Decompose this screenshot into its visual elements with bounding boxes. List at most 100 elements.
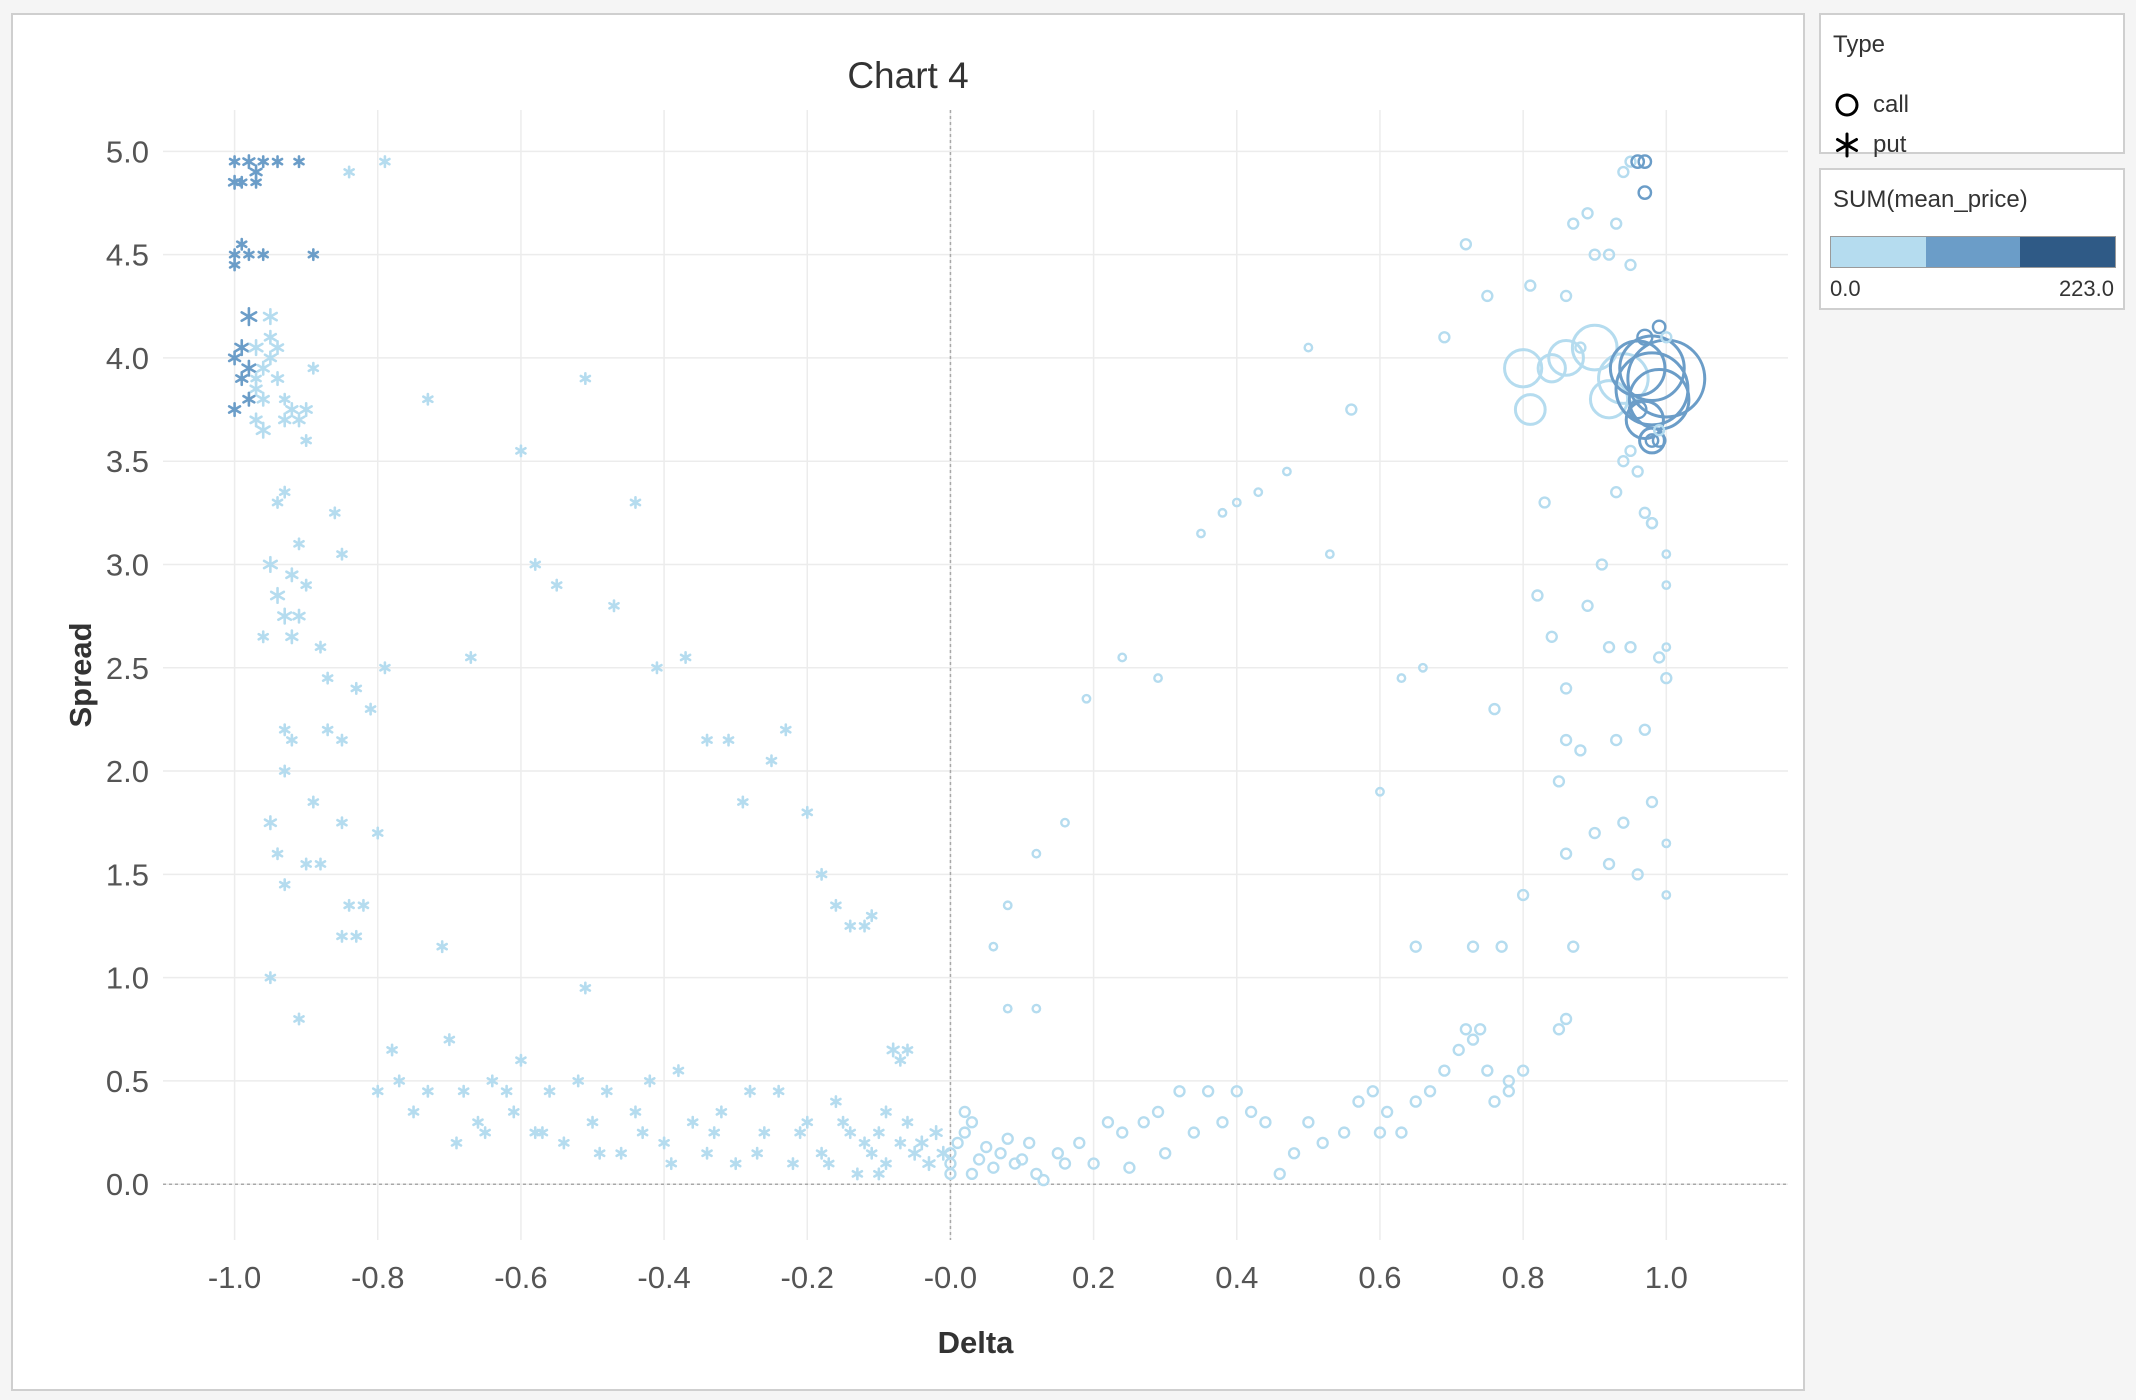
data-point-call bbox=[987, 1161, 1000, 1174]
data-point-put bbox=[586, 1115, 599, 1129]
data-point-put bbox=[371, 1084, 384, 1098]
data-point-put bbox=[679, 650, 692, 664]
data-point-put bbox=[536, 1126, 549, 1140]
data-point-put bbox=[329, 506, 341, 520]
data-point-call bbox=[1302, 1116, 1315, 1129]
data-point-put bbox=[242, 154, 256, 170]
data-point-put bbox=[915, 1135, 929, 1151]
data-point-call bbox=[1001, 1132, 1014, 1145]
data-point-put bbox=[364, 702, 377, 716]
data-point-put bbox=[658, 1136, 670, 1150]
data-point-call bbox=[1216, 1116, 1229, 1129]
data-point-call bbox=[1488, 1095, 1501, 1108]
data-point-put bbox=[240, 306, 258, 327]
data-point-put bbox=[422, 392, 434, 406]
y-tick-label: 1.0 bbox=[106, 961, 149, 996]
data-point-call bbox=[1481, 1064, 1494, 1077]
data-point-call bbox=[1661, 549, 1672, 560]
data-point-call bbox=[1559, 682, 1573, 695]
data-point-call bbox=[994, 1147, 1007, 1160]
data-point-put bbox=[357, 898, 370, 912]
data-point-call bbox=[1281, 466, 1292, 477]
chart-title: Chart 4 bbox=[847, 55, 969, 96]
data-point-call bbox=[1396, 673, 1407, 684]
data-point-call bbox=[951, 1136, 964, 1150]
data-point-put bbox=[386, 1043, 398, 1057]
data-point-put bbox=[255, 421, 271, 439]
data-point-call bbox=[1196, 528, 1206, 539]
data-point-put bbox=[285, 567, 299, 583]
data-point-put bbox=[257, 248, 270, 262]
data-point-put bbox=[515, 444, 527, 458]
data-point-call bbox=[1617, 165, 1630, 179]
data-point-call bbox=[1503, 348, 1544, 389]
data-point-call bbox=[1559, 289, 1573, 303]
data-point-put bbox=[248, 338, 264, 357]
data-point-call bbox=[988, 941, 999, 952]
data-point-call bbox=[1031, 1003, 1042, 1014]
data-point-call bbox=[1652, 424, 1666, 437]
data-point-call bbox=[1638, 723, 1651, 736]
data-point-call bbox=[1459, 1023, 1473, 1036]
data-point-put bbox=[235, 371, 249, 387]
scatter-plot[interactable]: -1.0 -0.8 -0.6 -0.4 -0.2 -0.0 0.2 0.4 0.6 0.8 1.0 0… bbox=[13, 15, 1803, 1389]
data-point-put bbox=[271, 847, 284, 861]
data-point-put bbox=[343, 898, 355, 912]
data-point-put bbox=[264, 971, 277, 985]
data-point-put bbox=[894, 1136, 907, 1150]
x-tick-label: 0.4 bbox=[1215, 1260, 1258, 1295]
data-point-put bbox=[936, 1145, 950, 1161]
data-point-put bbox=[277, 607, 293, 625]
data-point-call bbox=[1466, 1033, 1480, 1046]
data-point-put bbox=[708, 1126, 721, 1140]
data-point-call bbox=[1459, 238, 1473, 251]
data-point-call bbox=[1516, 888, 1530, 902]
color-ramp[interactable] bbox=[1830, 236, 2116, 268]
data-point-call bbox=[1438, 1064, 1451, 1077]
series-put bbox=[227, 154, 950, 1181]
data-point-call bbox=[1531, 589, 1544, 602]
data-point-call bbox=[1630, 154, 1646, 170]
data-point-call bbox=[1661, 580, 1672, 591]
data-point-call bbox=[1595, 558, 1609, 571]
data-point-put bbox=[278, 764, 291, 778]
chart-frame: Chart 4 -1.0 -0.8 -0.6 -0.4 -0.2 -0.0 0.2 0.4 0.… bbox=[11, 13, 1805, 1391]
data-point-put bbox=[701, 733, 713, 747]
x-tick-label: -0.4 bbox=[637, 1260, 690, 1295]
data-point-call bbox=[980, 1140, 993, 1154]
data-point-call bbox=[1588, 248, 1601, 261]
data-point-put bbox=[572, 1074, 585, 1088]
data-point-call bbox=[1661, 838, 1672, 849]
data-point-call bbox=[1645, 517, 1659, 530]
data-point-put bbox=[422, 1084, 434, 1098]
data-point-put bbox=[271, 155, 284, 169]
data-point-put bbox=[450, 1136, 463, 1150]
data-point-call bbox=[1624, 258, 1637, 272]
data-point-put bbox=[285, 629, 299, 645]
data-point-call bbox=[1345, 403, 1358, 416]
x-tick-label: -0.8 bbox=[351, 1260, 404, 1295]
data-point-put bbox=[278, 485, 291, 499]
data-point-call bbox=[1375, 786, 1385, 797]
data-point-put bbox=[293, 1012, 305, 1026]
data-point-put bbox=[830, 1095, 842, 1109]
data-point-put bbox=[307, 361, 320, 375]
data-point-put bbox=[243, 248, 255, 262]
data-point-put bbox=[300, 857, 312, 871]
data-point-call bbox=[1409, 1095, 1422, 1108]
y-tick-label: 0.5 bbox=[106, 1064, 149, 1099]
data-point-put bbox=[608, 599, 620, 613]
data-point-put bbox=[729, 1157, 742, 1171]
legend-item-put[interactable]: put bbox=[1833, 127, 1906, 163]
data-point-put bbox=[436, 940, 448, 954]
data-point-put bbox=[515, 1053, 527, 1067]
data-point-put bbox=[751, 1146, 763, 1160]
data-point-call bbox=[1409, 940, 1422, 953]
data-point-put bbox=[343, 165, 355, 179]
legend-item-call[interactable]: call bbox=[1833, 87, 1909, 123]
data-point-call bbox=[1638, 506, 1651, 519]
data-point-put bbox=[293, 155, 305, 169]
data-point-put bbox=[256, 391, 270, 407]
data-point-call bbox=[1610, 217, 1623, 230]
data-point-put bbox=[643, 1074, 656, 1088]
